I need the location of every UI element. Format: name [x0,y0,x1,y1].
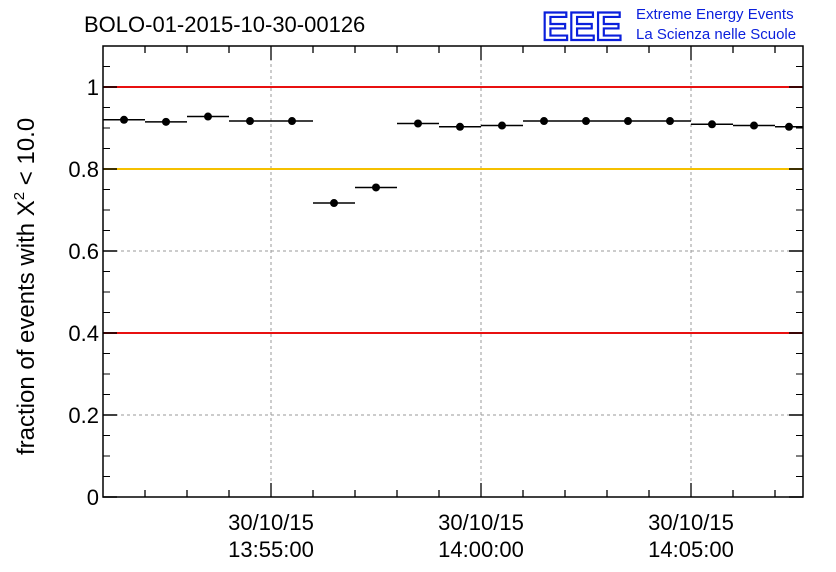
data-point [246,117,254,126]
data-point [785,122,793,131]
data-point [120,115,128,124]
data-point [288,117,296,126]
data-point [456,122,464,131]
y-axis-ticks: 0 0.2 0.4 0.6 0.8 1 [68,66,803,510]
data-point [708,120,716,129]
x-tick-time-label: 14:00:00 [438,537,524,562]
data-point [372,183,380,192]
eee-logo-line1: Extreme Energy Events [636,6,794,23]
y-tick-label: 0.4 [68,321,99,346]
data-point [498,121,506,130]
y-tick-label: 1 [87,75,99,100]
eee-logo-mark: EEE [542,5,622,49]
x-tick-time-label: 14:05:00 [648,537,734,562]
data-point [162,117,170,126]
data-point [666,117,674,126]
eee-logo-line2: La Scienza nelle Scuole [636,26,796,43]
data-series [103,112,803,208]
eee-logo: EEE Extreme Energy Events La Scienza nel… [541,4,796,50]
reference-lines [103,86,803,334]
y-tick-label: 0 [87,485,99,510]
y-axis-title: fraction of events with Χ2 < 10.0 [11,118,40,455]
data-point [204,112,212,121]
chart-title: BOLO-01-2015-10-30-00126 [84,12,365,37]
x-tick-time-label: 13:55:00 [228,537,314,562]
x-tick-date-label: 30/10/15 [228,510,314,535]
data-point [582,117,590,126]
y-tick-label: 0.6 [68,239,99,264]
data-point [414,119,422,128]
y-tick-label: 0.2 [68,403,99,428]
x-axis-ticks: 30/10/1513:55:0030/10/1514:00:0030/10/15… [144,46,776,562]
data-point [330,199,338,208]
data-point [624,117,632,126]
data-point [540,117,548,126]
x-tick-date-label: 30/10/15 [648,510,734,535]
x-tick-date-label: 30/10/15 [438,510,524,535]
data-point [750,121,758,130]
y-tick-label: 0.8 [68,157,99,182]
